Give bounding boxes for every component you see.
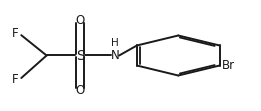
Text: Br: Br xyxy=(222,59,235,72)
Text: H: H xyxy=(111,38,119,48)
Text: O: O xyxy=(75,14,85,27)
Text: N: N xyxy=(111,49,119,62)
Text: O: O xyxy=(75,84,85,97)
Text: S: S xyxy=(76,49,85,62)
Text: F: F xyxy=(12,73,19,86)
Text: F: F xyxy=(12,27,19,40)
